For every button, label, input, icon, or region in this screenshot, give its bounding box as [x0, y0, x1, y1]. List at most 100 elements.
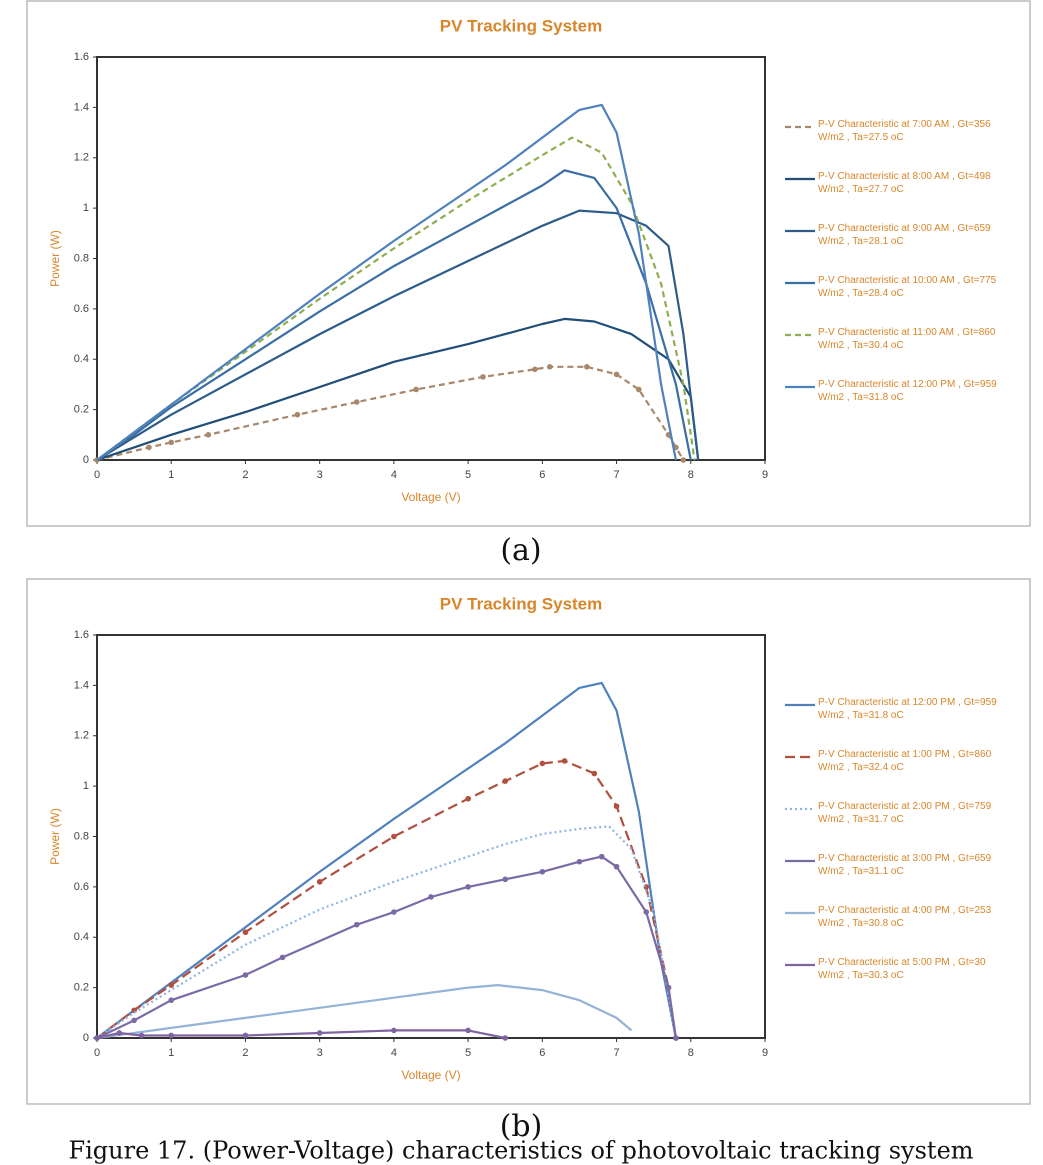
y-tick-label: 0.4 [74, 931, 89, 943]
x-tick-label: 0 [94, 469, 100, 481]
panel-label: (b) [500, 1109, 543, 1144]
panel-label: (a) [500, 533, 541, 568]
point [613, 803, 620, 810]
legend-item: P-V Characteristic at 12:00 PM , Gt=959 … [818, 379, 997, 403]
y-tick-label: 0.2 [74, 404, 89, 416]
x-tick-label: 9 [762, 469, 768, 481]
point [138, 1032, 145, 1039]
point [502, 778, 509, 784]
legend-label: P-V Characteristic at 7:00 AM , Gt=356 W… [818, 119, 991, 143]
point [353, 921, 360, 928]
legend-item: P-V Characteristic at 8:00 AM , Gt=498 W… [818, 171, 991, 195]
x-tick-label: 2 [242, 469, 248, 481]
point [353, 399, 360, 405]
series-line [96, 825, 677, 1039]
point [465, 1027, 471, 1034]
chart-frame [26, 578, 1031, 1105]
chart-title: PV Tracking System [440, 594, 603, 613]
x-tick-label: 1 [168, 469, 174, 481]
point [168, 997, 175, 1004]
point [465, 884, 471, 890]
point [561, 758, 568, 764]
series-line [96, 365, 685, 462]
y-tick-label: 1 [83, 780, 89, 792]
legend-item: P-V Characteristic at 12:00 PM , Gt=959 … [818, 697, 997, 721]
x-tick-label: 3 [317, 469, 323, 481]
point [480, 374, 486, 380]
y-tick-label: 0.4 [74, 353, 89, 365]
point [205, 432, 212, 438]
point [279, 954, 286, 961]
legend-label: P-V Characteristic at 11:00 AM , Gt=860 … [818, 327, 996, 351]
legend-item: P-V Characteristic at 1:00 PM , Gt=860 W… [818, 749, 992, 773]
x-tick-label: 2 [242, 1047, 248, 1059]
legend-label: P-V Characteristic at 9:00 AM , Gt=659 W… [818, 223, 991, 247]
legend-item: P-V Characteristic at 5:00 PM , Gt=30 W/… [818, 957, 986, 981]
legend-label: P-V Characteristic at 12:00 PM , Gt=959 … [818, 697, 997, 721]
point [116, 1030, 123, 1036]
point [546, 364, 553, 370]
point [391, 833, 397, 840]
caption: Figure 17. (Power-Voltage) characteristi… [68, 1137, 973, 1165]
point [168, 982, 175, 988]
point [413, 386, 419, 393]
y-tick-label: 0 [83, 1032, 89, 1044]
legend-label: P-V Characteristic at 8:00 AM , Gt=498 W… [818, 171, 991, 195]
point [131, 1017, 137, 1024]
x-tick-label: 8 [688, 469, 694, 481]
point [316, 1030, 323, 1036]
point [613, 863, 620, 870]
chart-title: PV Tracking System [440, 16, 603, 35]
point [465, 795, 471, 802]
point [643, 909, 650, 915]
point [316, 879, 323, 885]
legend-label: P-V Characteristic at 12:00 PM , Gt=959 … [818, 379, 997, 403]
y-axis-title: Power (W) [48, 808, 62, 865]
point [539, 760, 546, 767]
series-line [96, 169, 692, 461]
x-tick-label: 0 [94, 1047, 100, 1059]
series-line [96, 681, 677, 1039]
point [502, 876, 509, 883]
point [532, 366, 538, 373]
legend-item: P-V Characteristic at 4:00 PM , Gt=253 W… [818, 905, 991, 929]
y-tick-label: 0.8 [74, 252, 89, 264]
point [673, 1035, 679, 1041]
y-tick-label: 0.6 [74, 881, 89, 893]
point [636, 386, 642, 393]
y-tick-label: 1.6 [74, 629, 89, 641]
point [576, 858, 583, 865]
point [591, 770, 598, 777]
y-axis-title: Power (W) [48, 230, 62, 287]
x-tick-label: 9 [762, 1047, 768, 1059]
point [539, 868, 546, 875]
x-tick-label: 6 [539, 1047, 545, 1059]
series-line [96, 984, 633, 1040]
legend-item: P-V Characteristic at 9:00 AM , Gt=659 W… [818, 223, 991, 247]
x-axis-title: Voltage (V) [401, 490, 460, 504]
series-line [96, 209, 700, 461]
y-tick-label: 0.2 [74, 982, 89, 994]
y-tick-label: 0 [83, 454, 89, 466]
legend-label: P-V Characteristic at 1:00 PM , Gt=860 W… [818, 749, 992, 773]
point [613, 371, 620, 378]
point [584, 364, 590, 370]
legend-item: P-V Characteristic at 10:00 AM , Gt=775 … [818, 275, 996, 299]
point [242, 929, 249, 936]
series-line [96, 103, 677, 461]
legend-item: P-V Characteristic at 3:00 PM , Gt=659 W… [818, 853, 992, 877]
chart-frame [26, 0, 1031, 527]
point [242, 1032, 249, 1039]
y-tick-label: 1 [83, 202, 89, 214]
y-tick-label: 1.4 [74, 679, 89, 691]
legend-label: P-V Characteristic at 3:00 PM , Gt=659 W… [818, 853, 992, 877]
y-tick-label: 1.4 [74, 101, 89, 113]
point [391, 909, 397, 915]
x-axis-title: Voltage (V) [401, 1068, 460, 1082]
point [598, 853, 605, 860]
legend-item: P-V Characteristic at 11:00 AM , Gt=860 … [818, 327, 996, 351]
point [146, 444, 152, 451]
y-tick-label: 1.2 [74, 730, 89, 742]
x-tick-label: 4 [391, 1047, 397, 1059]
